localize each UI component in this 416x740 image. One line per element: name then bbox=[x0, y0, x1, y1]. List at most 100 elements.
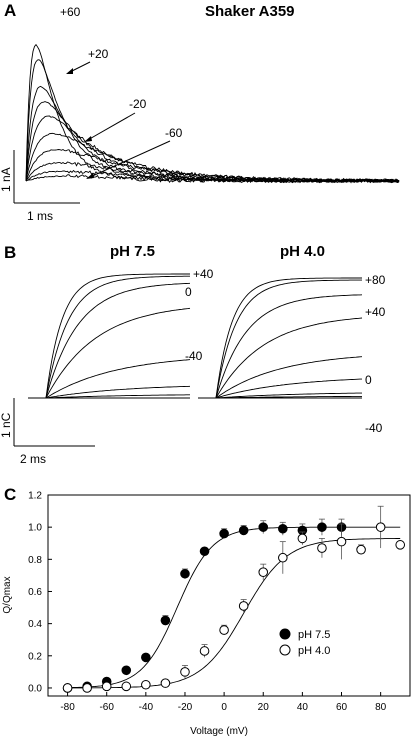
charge-trace bbox=[28, 275, 190, 399]
fit-curve-ph75 bbox=[63, 526, 401, 689]
charge-trace bbox=[198, 378, 362, 399]
legend-marker-ph75 bbox=[279, 628, 291, 640]
x-tick-label: -80 bbox=[60, 702, 75, 713]
trace-label-minus60: -60 bbox=[165, 126, 183, 140]
charge-trace bbox=[198, 294, 363, 399]
qv-fit-curves bbox=[63, 526, 401, 689]
current-trace bbox=[25, 101, 400, 184]
charge-trace bbox=[198, 317, 363, 399]
panel-b-letter: B bbox=[4, 243, 16, 262]
panel-b-right-title: pH 4.0 bbox=[280, 243, 325, 260]
scale-b-charge: 1 nC bbox=[0, 412, 13, 438]
y-axis-label: Q/Qmax bbox=[2, 576, 13, 613]
arrow-minus20 bbox=[85, 112, 136, 142]
charge-trace bbox=[28, 273, 190, 399]
data-point-ph40 bbox=[160, 678, 171, 688]
y-tick-label: 0.4 bbox=[28, 619, 42, 630]
data-point-ph75 bbox=[160, 615, 171, 626]
data-point-ph75 bbox=[180, 568, 190, 579]
qv-data-points bbox=[62, 505, 406, 693]
arrowhead-plus20 bbox=[66, 68, 73, 74]
charge-trace bbox=[198, 392, 362, 399]
b-right-label-minus40: -40 bbox=[365, 421, 383, 435]
panel-b-ph40-charge-traces bbox=[198, 277, 363, 399]
legend-label-ph75: pH 7.5 bbox=[298, 629, 330, 641]
data-point-ph75 bbox=[317, 522, 327, 532]
charge-trace bbox=[198, 395, 362, 399]
data-point-ph40 bbox=[62, 683, 73, 693]
data-point-ph40 bbox=[317, 543, 327, 553]
b-right-label-0: 0 bbox=[365, 373, 372, 387]
charge-trace bbox=[198, 277, 362, 399]
b-left-label-0: 0 bbox=[185, 285, 192, 299]
charge-trace bbox=[28, 307, 191, 399]
arrowhead-minus60 bbox=[86, 173, 94, 179]
data-point-ph75 bbox=[121, 665, 132, 676]
panel-c-letter: C bbox=[4, 485, 16, 504]
trace-label-plus20: +20 bbox=[88, 47, 109, 61]
y-tick-label: 0.2 bbox=[28, 651, 42, 662]
data-point-ph75 bbox=[278, 523, 288, 534]
scale-a-current: 1 nA bbox=[0, 167, 13, 192]
data-point-ph75 bbox=[258, 522, 269, 532]
y-tick-label: 0.6 bbox=[28, 587, 42, 598]
data-point-ph40 bbox=[101, 681, 112, 692]
panel-b-left-title: pH 7.5 bbox=[110, 243, 155, 260]
arrowhead-minus20 bbox=[84, 136, 92, 142]
charge-trace bbox=[28, 385, 191, 399]
data-point-ph75 bbox=[238, 525, 249, 536]
b-right-label-plus80: +80 bbox=[365, 273, 386, 287]
legend-marker-ph40 bbox=[279, 644, 291, 656]
scale-a-time: 1 ms bbox=[27, 209, 53, 223]
charge-trace bbox=[28, 394, 190, 399]
b-right-label-plus40: +40 bbox=[365, 305, 386, 319]
x-tick-label: 0 bbox=[221, 702, 227, 713]
x-tick-label: -20 bbox=[178, 702, 193, 713]
data-point-ph40 bbox=[278, 552, 288, 563]
y-tick-label: 0.8 bbox=[28, 555, 42, 566]
x-tick-label: 60 bbox=[336, 702, 348, 713]
data-point-ph40 bbox=[336, 536, 347, 547]
x-tick-label: 20 bbox=[258, 702, 270, 713]
charge-trace bbox=[198, 356, 363, 399]
charge-trace bbox=[198, 279, 362, 399]
legend-label-ph40: pH 4.0 bbox=[298, 645, 330, 657]
data-point-ph40 bbox=[375, 522, 386, 532]
data-point-ph75 bbox=[219, 528, 229, 539]
qv-axes: 0.0 0.2 0.4 0.6 0.8 1.0 1.2 -80 -60 -40 -20 0 20 40 60… bbox=[28, 491, 411, 713]
data-point-ph40 bbox=[121, 681, 132, 692]
data-point-ph40 bbox=[141, 679, 151, 690]
charge-trace bbox=[28, 282, 191, 399]
data-point-ph40 bbox=[82, 683, 92, 693]
panel-b-ph75-charge-traces bbox=[28, 273, 191, 399]
data-point-ph40 bbox=[199, 646, 210, 656]
current-trace bbox=[25, 43, 400, 184]
data-point-ph40 bbox=[180, 667, 190, 677]
x-tick-label: 40 bbox=[297, 702, 309, 713]
fit-curve-ph40 bbox=[63, 538, 401, 689]
scale-b-time: 2 ms bbox=[20, 452, 46, 466]
qv-chart: 0.0 0.2 0.4 0.6 0.8 1.0 1.2 -80 -60 -40 -20 0 20 40 60… bbox=[2, 491, 411, 737]
panel-a-title: Shaker A359 bbox=[205, 3, 295, 20]
data-point-ph40 bbox=[219, 625, 229, 635]
current-trace bbox=[25, 174, 400, 184]
data-point-ph40 bbox=[395, 540, 406, 550]
data-point-ph75 bbox=[141, 652, 151, 663]
y-tick-label: 1.2 bbox=[28, 491, 42, 502]
data-point-ph40 bbox=[238, 601, 249, 611]
qv-legend: pH 7.5 pH 4.0 bbox=[279, 628, 330, 657]
current-trace bbox=[25, 85, 400, 184]
y-tick-label: 0.0 bbox=[28, 683, 42, 694]
x-tick-label: 80 bbox=[375, 702, 387, 713]
b-left-label-minus40: -40 bbox=[185, 349, 203, 363]
current-trace bbox=[25, 161, 400, 183]
x-axis-label: Voltage (mV) bbox=[190, 726, 248, 737]
trace-label-plus60: +60 bbox=[60, 5, 81, 19]
y-tick-label: 1.0 bbox=[28, 523, 42, 534]
plot-frame bbox=[47, 494, 411, 697]
panel-a-letter: A bbox=[4, 1, 16, 20]
charge-trace bbox=[28, 359, 191, 399]
x-tick-label: -60 bbox=[99, 702, 114, 713]
data-point-ph40 bbox=[356, 544, 366, 555]
